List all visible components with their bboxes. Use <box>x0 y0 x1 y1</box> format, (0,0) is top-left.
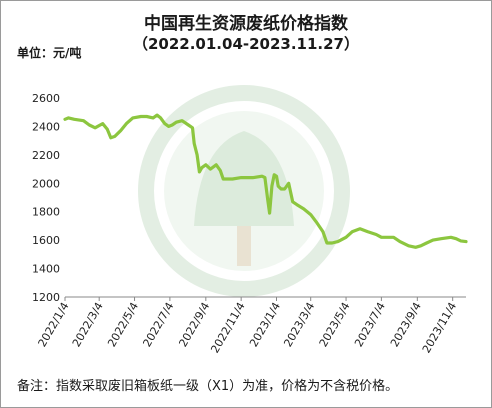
y-tick-label: 1600 <box>32 234 60 247</box>
y-tick-label: 2000 <box>32 177 60 190</box>
x-tick-label: 2022/9/4 <box>176 300 212 349</box>
watermark-trunk <box>237 226 251 266</box>
x-tick-label: 2023/5/4 <box>317 300 353 349</box>
watermark-seal <box>138 85 350 297</box>
y-tick-label: 1400 <box>32 263 60 276</box>
y-tick-label: 1200 <box>32 291 60 304</box>
chart-title: 中国再生资源废纸价格指数 <box>144 14 348 34</box>
x-tick-label: 2023/3/4 <box>281 300 317 349</box>
y-tick-label: 2400 <box>32 120 60 133</box>
y-tick-label: 2600 <box>32 92 60 105</box>
y-axis: 1200 1400 1600 1800 2000 2200 2400 2600 <box>32 92 60 304</box>
watermark-ring <box>138 85 350 297</box>
chart-subtitle: （2022.01.04-2023.11.27） <box>132 35 359 53</box>
x-tick-label: 2022/1/4 <box>36 300 72 349</box>
footer-note: 备注：指数采取废旧箱板纸一级（X1）为准，价格为不含税价格。 <box>17 379 399 394</box>
series-line <box>63 113 468 249</box>
x-tick-label: 2022/5/4 <box>105 300 141 349</box>
x-tick-label: 2022/3/4 <box>70 300 106 349</box>
unit-label: 单位：元/吨 <box>17 46 82 60</box>
series-layer <box>63 113 468 249</box>
y-tick-label: 2200 <box>32 149 60 162</box>
x-tick-label: 2022/7/4 <box>141 300 177 349</box>
y-tick-label: 1800 <box>32 206 60 219</box>
x-tick-label: 2023/1/4 <box>247 300 283 349</box>
x-tick-label: 2023/9/4 <box>388 300 424 349</box>
x-tick-label: 2023/11/4 <box>420 300 459 355</box>
x-tick-label: 2023/7/4 <box>352 300 388 349</box>
x-tick-label: 2022/11/4 <box>208 300 247 355</box>
